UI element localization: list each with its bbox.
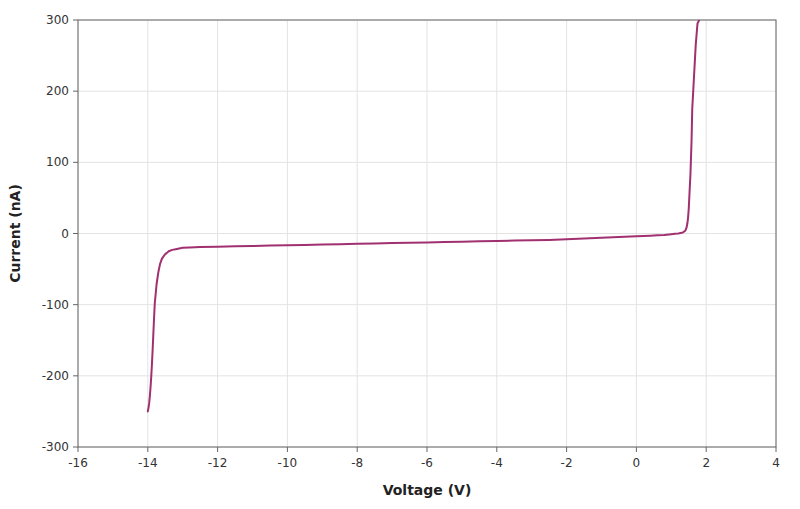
x-tick bbox=[147, 447, 148, 452]
x-tick bbox=[427, 447, 428, 452]
grid-line-y bbox=[78, 162, 776, 163]
x-tick bbox=[357, 447, 358, 452]
x-tick bbox=[217, 447, 218, 452]
x-tick-label: -8 bbox=[351, 456, 363, 470]
y-tick-label: 0 bbox=[61, 227, 69, 241]
x-tick bbox=[706, 447, 707, 452]
y-tick bbox=[73, 91, 78, 92]
grid-line-y bbox=[78, 375, 776, 376]
data-line bbox=[148, 20, 699, 411]
y-tick-label: -100 bbox=[42, 298, 69, 312]
data-group bbox=[148, 20, 699, 411]
x-tick-label: -16 bbox=[68, 456, 88, 470]
y-tick-label: 100 bbox=[46, 155, 69, 169]
y-tick bbox=[73, 162, 78, 163]
x-axis-label: Voltage (V) bbox=[383, 482, 472, 498]
x-tick bbox=[776, 447, 777, 452]
x-tick bbox=[78, 447, 79, 452]
y-tick bbox=[73, 233, 78, 234]
y-tick bbox=[73, 20, 78, 21]
plot-frame bbox=[78, 20, 776, 447]
y-tick bbox=[73, 304, 78, 305]
grid-line-y bbox=[78, 91, 776, 92]
y-tick-label: -200 bbox=[42, 369, 69, 383]
x-tick bbox=[566, 447, 567, 452]
x-tick-label: -2 bbox=[561, 456, 573, 470]
chart-container: -16 -14 -12 -10 -8 -6 -4 -2 0 2 4 -300 -200 -100 0 100 2… bbox=[0, 0, 800, 509]
x-tick-label: -12 bbox=[208, 456, 228, 470]
x-tick-label: -6 bbox=[421, 456, 433, 470]
x-tick-label: -14 bbox=[138, 456, 158, 470]
y-tick-label: 200 bbox=[46, 84, 69, 98]
x-tick-label: -10 bbox=[278, 456, 298, 470]
x-tick bbox=[636, 447, 637, 452]
x-tick bbox=[287, 447, 288, 452]
grid bbox=[78, 20, 776, 447]
y-tick bbox=[73, 447, 78, 448]
chart-svg: -16 -14 -12 -10 -8 -6 -4 -2 0 2 4 -300 -200 -100 0 100 2… bbox=[0, 0, 800, 509]
x-tick-label: 0 bbox=[633, 456, 641, 470]
x-tick-label: -4 bbox=[491, 456, 503, 470]
grid-line-y bbox=[78, 304, 776, 305]
x-tick bbox=[496, 447, 497, 452]
y-tick-label: 300 bbox=[46, 13, 69, 27]
y-axis-label: Current (nA) bbox=[7, 184, 23, 283]
axes: -16 -14 -12 -10 -8 -6 -4 -2 0 2 4 -300 -200 -100 0 100 2… bbox=[42, 13, 780, 470]
y-tick-label: -300 bbox=[42, 440, 69, 454]
x-tick-label: 2 bbox=[702, 456, 710, 470]
y-tick bbox=[73, 375, 78, 376]
x-tick-label: 4 bbox=[772, 456, 780, 470]
